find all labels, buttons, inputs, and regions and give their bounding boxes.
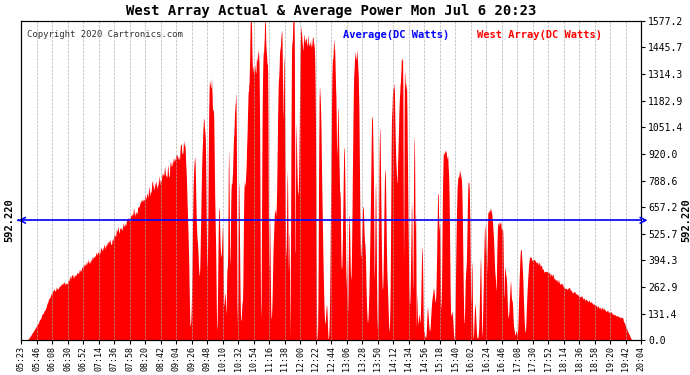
Text: 592.220: 592.220 — [681, 198, 690, 242]
Text: Copyright 2020 Cartronics.com: Copyright 2020 Cartronics.com — [28, 30, 183, 39]
Text: Average(DC Watts): Average(DC Watts) — [344, 30, 450, 40]
Title: West Array Actual & Average Power Mon Jul 6 20:23: West Array Actual & Average Power Mon Ju… — [126, 4, 536, 18]
Text: West Array(DC Watts): West Array(DC Watts) — [477, 30, 602, 40]
